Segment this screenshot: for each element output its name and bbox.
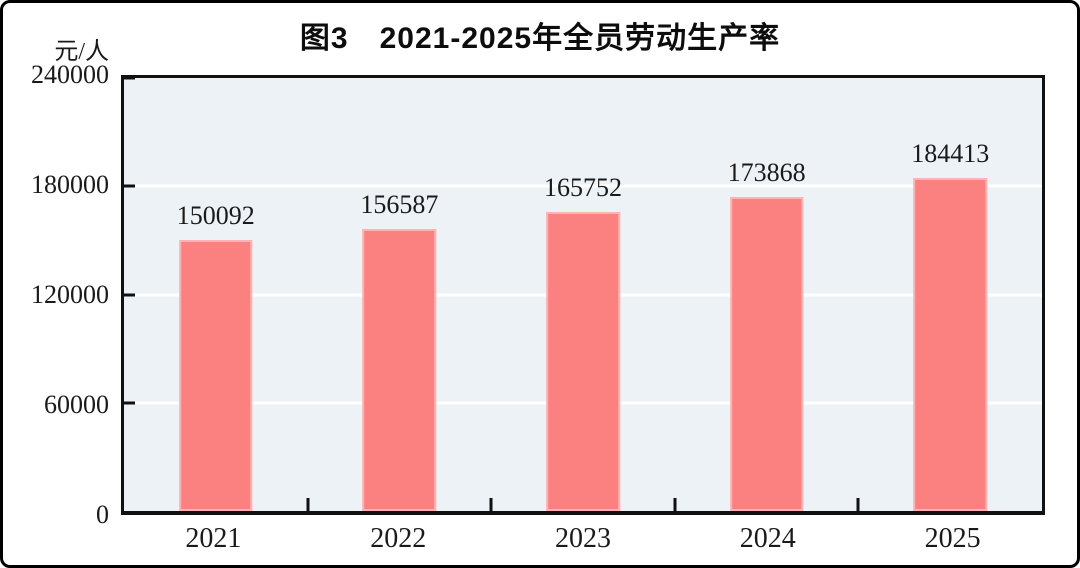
y-tick-label: 240000	[31, 60, 109, 89]
bar	[913, 178, 987, 511]
x-tick-label: 2025	[924, 523, 981, 554]
bar-value-label: 150092	[176, 201, 255, 231]
y-axis-tick	[124, 293, 135, 296]
x-tick-label: 2023	[555, 523, 611, 554]
bar	[729, 197, 804, 511]
y-axis-unit-label: 元/人	[54, 39, 109, 65]
x-axis-tick	[489, 498, 493, 511]
bar-value-label: 184413	[911, 139, 990, 169]
gridline	[124, 184, 1042, 188]
bar	[546, 211, 620, 511]
x-axis-tick	[306, 498, 310, 511]
bar-value-label: 165752	[544, 172, 622, 202]
bar-value-label: 156587	[360, 189, 439, 219]
bars-layer: 150092 156587 165752 173868 184413	[124, 78, 1042, 511]
x-tick-label: 2024	[739, 523, 796, 554]
bar-value-label: 173868	[727, 158, 806, 188]
y-tick-label: 60000	[44, 390, 109, 419]
bar	[362, 228, 437, 511]
y-axis-tick	[124, 401, 135, 405]
x-tick-label: 2022	[370, 523, 427, 554]
x-tick-label: 2021	[185, 523, 242, 554]
axis-ticks-layer	[124, 76, 1042, 511]
x-axis-tick	[856, 498, 860, 511]
plot-area: 150092 156587 165752 173868 184413	[121, 75, 1045, 515]
y-axis-tick	[124, 76, 135, 80]
y-tick-label: 180000	[31, 170, 109, 199]
x-axis-tick	[673, 498, 677, 511]
y-axis-tick	[124, 184, 135, 188]
y-tick-label: 0	[96, 500, 109, 529]
bar	[179, 240, 253, 511]
chart-title: 图3 2021-2025年全员劳动生产率	[299, 22, 781, 55]
y-tick-label: 120000	[31, 280, 109, 309]
